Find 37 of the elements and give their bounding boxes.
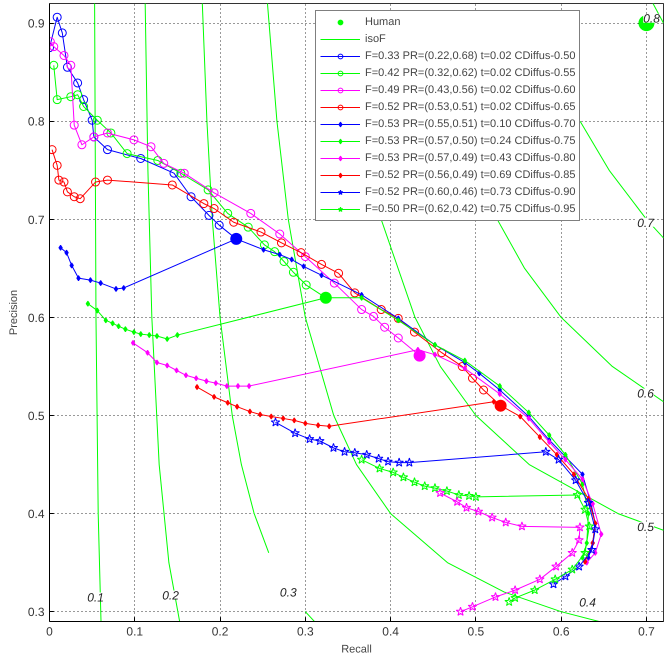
- y-tick-label: 0.7: [28, 212, 45, 227]
- legend-label: F=0.50 PR=(0.62,0.42) t=0.75 CDiffus-0.95: [365, 202, 576, 216]
- annotation: 0.2: [162, 588, 180, 603]
- annotation: 0.6: [637, 386, 654, 400]
- legend-label: F=0.42 PR=(0.32,0.62) t=0.02 CDiffus-0.55: [365, 66, 576, 80]
- legend-label: F=0.53 PR=(0.55,0.51) t=0.10 CDiffus-0.70: [365, 117, 576, 131]
- y-tick-label: 0.9: [28, 16, 45, 31]
- y-tick-label: 0.5: [28, 409, 45, 423]
- x-tick-label: 0.1: [126, 624, 144, 638]
- legend-label: isoF: [365, 32, 386, 46]
- y-tick-label: 0.4: [28, 507, 45, 522]
- legend-label: Human: [365, 15, 400, 29]
- legend-label: F=0.53 PR=(0.57,0.50) t=0.24 CDiffus-0.75: [365, 134, 576, 148]
- annotation: 0.7: [637, 216, 656, 230]
- legend-label: F=0.52 PR=(0.53,0.51) t=0.02 CDiffus-0.65: [365, 100, 576, 114]
- y-tick-label: 0.8: [28, 114, 45, 129]
- y-tick-label: 0.3: [28, 605, 45, 620]
- legend-label: F=0.33 PR=(0.22,0.68) t=0.02 CDiffus-0.50: [365, 49, 576, 63]
- x-tick-label: 0.4: [382, 624, 400, 638]
- x-tick-label: 0.6: [552, 624, 570, 638]
- legend-label: F=0.49 PR=(0.43,0.56) t=0.02 CDiffus-0.60: [365, 83, 576, 97]
- annotation: 0.8: [643, 12, 660, 26]
- annotation: 0.1: [87, 590, 104, 604]
- x-tick-label: 0.2: [212, 624, 229, 638]
- legend-label: F=0.52 PR=(0.56,0.49) t=0.69 CDiffus-0.85: [365, 168, 576, 182]
- x-tick-label: 0: [46, 624, 54, 638]
- legend-label: F=0.53 PR=(0.57,0.49) t=0.43 CDiffus-0.80: [365, 151, 576, 165]
- x-tick-label: 0.7: [638, 624, 656, 638]
- x-axis-title: Recall: [341, 644, 372, 656]
- legend-label: F=0.52 PR=(0.60,0.46) t=0.73 CDiffus-0.90: [365, 185, 576, 199]
- annotation: 0.3: [280, 586, 297, 600]
- x-tick-label: 0.5: [468, 624, 485, 638]
- y-tick-label: 0.6: [28, 310, 45, 325]
- annotation: 0.5: [637, 520, 654, 534]
- y-axis-title: Precision: [8, 290, 20, 336]
- x-tick-label: 0.3: [296, 624, 314, 638]
- annotation: 0.4: [579, 595, 596, 610]
